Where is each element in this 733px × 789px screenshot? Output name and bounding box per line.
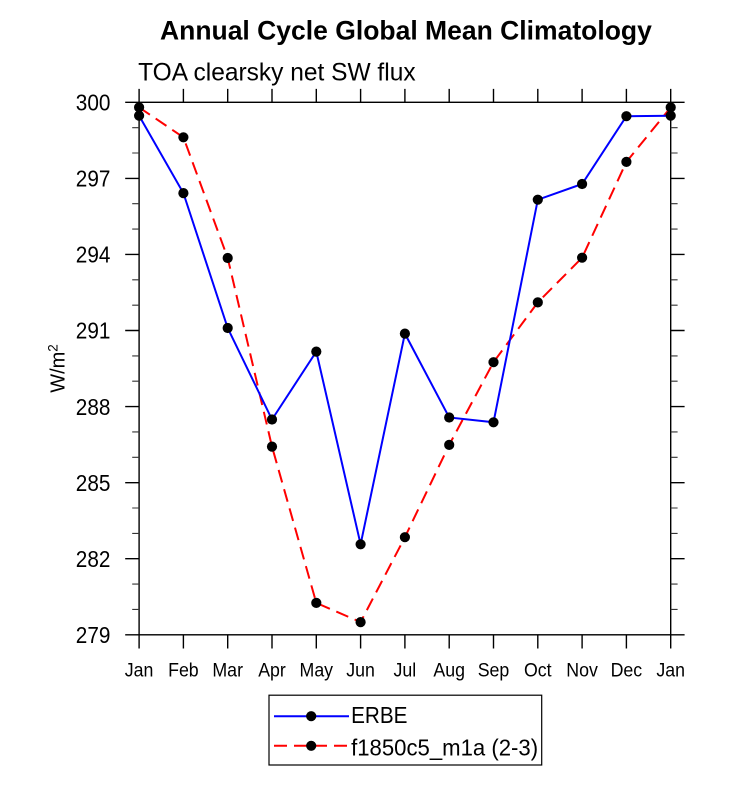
svg-text:May: May — [300, 660, 334, 681]
svg-text:Jun: Jun — [346, 660, 375, 681]
svg-text:294: 294 — [76, 242, 111, 268]
svg-text:Jan: Jan — [656, 660, 685, 681]
svg-text:Oct: Oct — [524, 660, 552, 681]
svg-text:300: 300 — [76, 90, 111, 116]
svg-text:282: 282 — [76, 546, 111, 572]
svg-text:TOA clearsky net SW flux: TOA clearsky net SW flux — [138, 58, 416, 86]
svg-text:ERBE: ERBE — [351, 702, 407, 728]
svg-text:Jul: Jul — [394, 660, 417, 681]
svg-text:279: 279 — [76, 622, 111, 648]
svg-text:Aug: Aug — [433, 660, 465, 681]
svg-text:291: 291 — [76, 318, 111, 344]
svg-text:f1850c5_m1a (2-3): f1850c5_m1a (2-3) — [351, 734, 538, 760]
svg-text:Nov: Nov — [566, 660, 598, 681]
svg-text:Apr: Apr — [258, 660, 286, 681]
svg-text:Mar: Mar — [212, 660, 243, 681]
svg-text:W/m2: W/m2 — [46, 344, 70, 393]
svg-text:285: 285 — [76, 470, 111, 496]
svg-text:Dec: Dec — [611, 660, 643, 681]
svg-text:Jan: Jan — [125, 660, 154, 681]
svg-text:Sep: Sep — [478, 660, 510, 681]
svg-text:Feb: Feb — [168, 660, 199, 681]
svg-text:288: 288 — [76, 394, 111, 420]
svg-text:Annual Cycle Global Mean Clima: Annual Cycle Global Mean Climatology — [160, 16, 652, 46]
svg-text:297: 297 — [76, 166, 111, 192]
